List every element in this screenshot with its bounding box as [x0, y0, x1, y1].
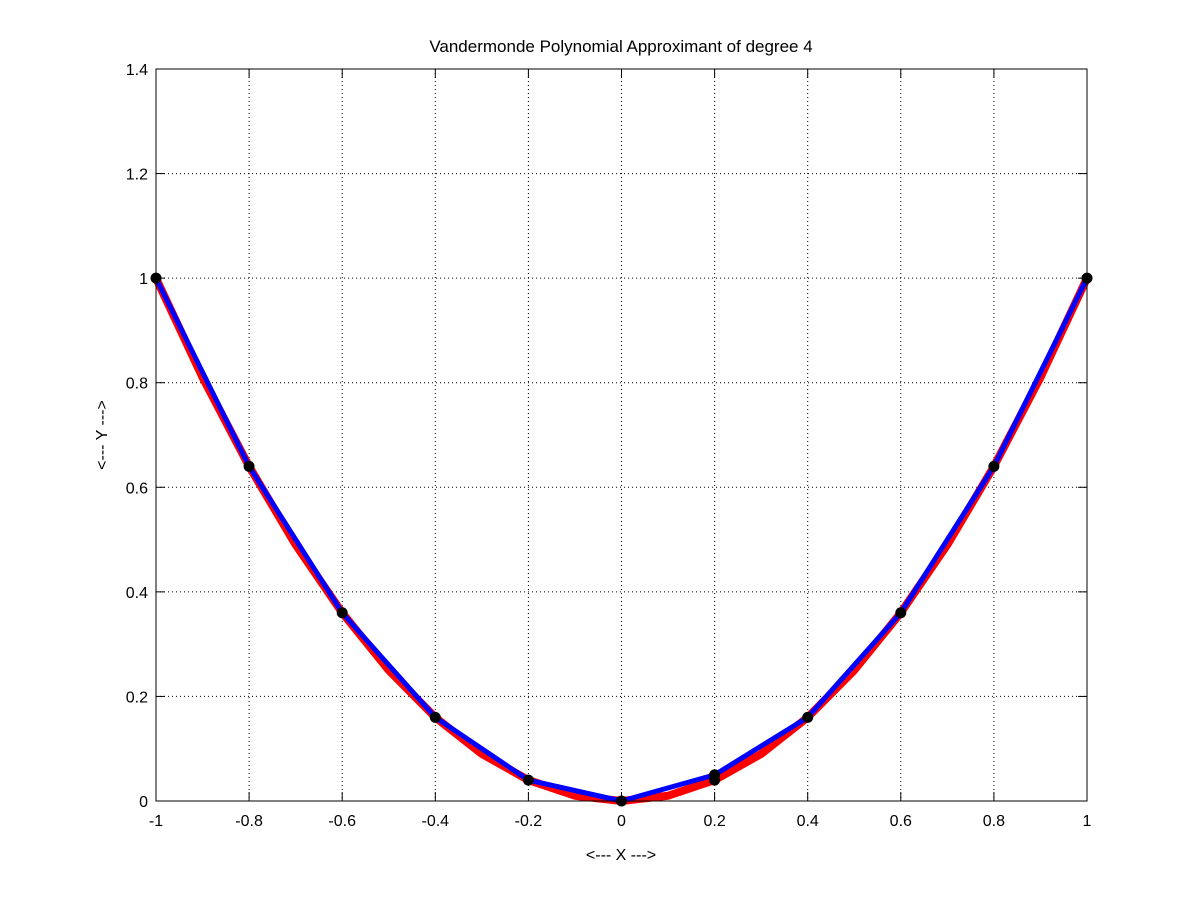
- x-tick-label: 0.6: [890, 813, 912, 830]
- data-point-marker: [709, 769, 721, 781]
- x-tick-label: -0.8: [235, 813, 263, 830]
- x-axis-label: <--- X --->: [586, 847, 656, 864]
- data-point-marker: [243, 460, 255, 472]
- x-tick-label: -0.4: [422, 813, 450, 830]
- y-tick-label: 0.8: [126, 376, 148, 393]
- x-tick-label: 0.4: [797, 813, 819, 830]
- plot-area: [156, 69, 1087, 801]
- y-tick-label: 0.2: [126, 689, 148, 706]
- y-axis-label: <--- Y --->: [94, 400, 111, 470]
- data-point-marker: [802, 711, 814, 723]
- x-tick-label: -1: [149, 813, 163, 830]
- y-tick-label: 1.4: [126, 62, 148, 79]
- y-tick-label: 0.4: [126, 585, 148, 602]
- data-point-marker: [336, 607, 348, 619]
- y-tick-label: 0.6: [126, 480, 148, 497]
- x-tick-labels: -1 -0.8 -0.6 -0.4 -0.2 0 0.2 0.4 0.6 0.8 1: [149, 813, 1092, 830]
- data-point-marker: [429, 711, 441, 723]
- x-tick-label: -0.2: [515, 813, 543, 830]
- axis-ticks: [155, 68, 1088, 802]
- x-tick-label: 1: [1083, 813, 1092, 830]
- x-tick-label: -0.6: [328, 813, 356, 830]
- x-tick-label: 0: [617, 813, 626, 830]
- y-tick-labels: 0 0.2 0.4 0.6 0.8 1 1.2 1.4: [126, 62, 148, 811]
- x-tick-label: 0.8: [983, 813, 1005, 830]
- y-tick-label: 1.2: [126, 167, 148, 184]
- y-tick-label: 0: [139, 794, 148, 811]
- x-tick-label: 0.2: [703, 813, 725, 830]
- data-point-marker: [988, 460, 1000, 472]
- data-point-marker: [522, 774, 534, 786]
- y-tick-label: 1: [139, 271, 148, 288]
- data-point-marker: [895, 607, 907, 619]
- chart-title: Vandermonde Polynomial Approximant of de…: [429, 37, 812, 56]
